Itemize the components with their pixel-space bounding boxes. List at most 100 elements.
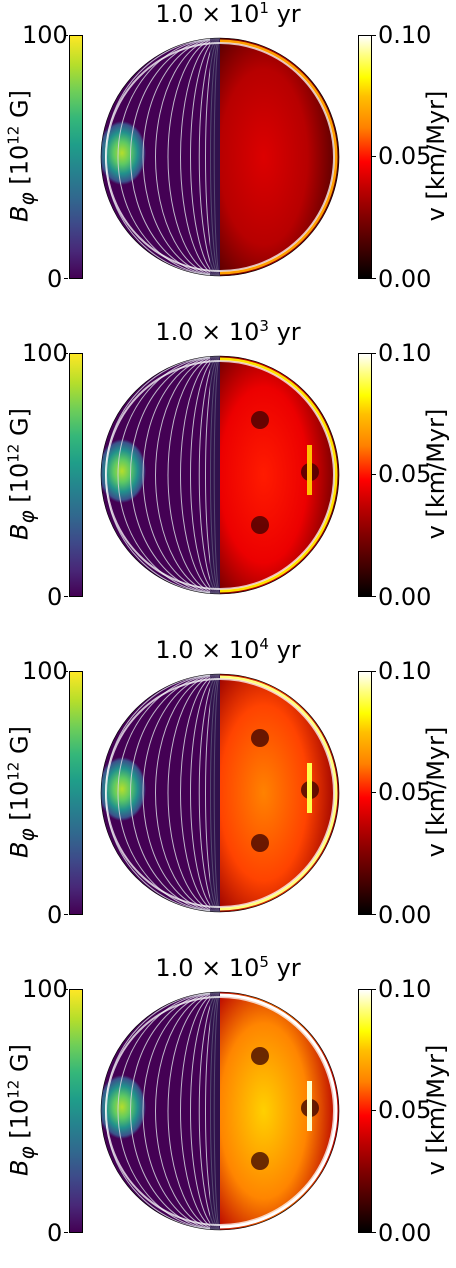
left-label-pre: [10 <box>5 780 34 829</box>
tick-mark <box>372 671 376 672</box>
field-line <box>130 674 220 912</box>
right-tick-mid: 0.05 <box>378 1096 432 1124</box>
left-label-main: B <box>5 205 34 222</box>
field-line <box>198 38 220 276</box>
title-unit: yr <box>268 318 301 346</box>
right-tick-max: 0.10 <box>378 975 432 1003</box>
right-tick-mid: 0.05 <box>378 778 432 806</box>
right-tick-mid: 0.05 <box>378 460 432 488</box>
field-line <box>198 674 220 912</box>
velocity-minimum <box>251 1047 269 1065</box>
tick-mark <box>372 989 376 990</box>
title-exponent: 1 <box>259 0 269 17</box>
left-tick-min: 0 <box>47 265 63 293</box>
left-label-pre: [10 <box>5 1098 34 1147</box>
left-tick-max: 100 <box>22 339 68 367</box>
right-colorbar-label: v [km/Myr] <box>422 408 450 540</box>
axis-band <box>210 992 220 1230</box>
title-exponent: 3 <box>259 317 269 335</box>
star-outline <box>100 37 340 277</box>
right-colorbar-label: v [km/Myr] <box>422 1044 450 1176</box>
axis-band <box>210 356 220 594</box>
tick-mark <box>64 353 68 354</box>
crust-boundary <box>105 42 335 272</box>
crust-ring <box>220 39 338 275</box>
left-label-pre: [10 <box>5 144 34 193</box>
right-tick-min: 0.00 <box>378 1219 432 1247</box>
tick-mark <box>372 278 376 279</box>
panel: 1.0 × 105 yr Bφ [1012 G] 100 0 0.10 0.05… <box>0 954 456 1268</box>
left-label-sub: φ <box>14 192 39 206</box>
title-unit: yr <box>268 954 301 982</box>
field-line <box>142 356 220 594</box>
right-colorbar-label: v [km/Myr] <box>422 90 450 222</box>
right-tick-max: 0.10 <box>378 339 432 367</box>
left-tick-min: 0 <box>47 901 63 929</box>
velocity-field <box>220 356 339 594</box>
title-mantissa: 1.0 × 10 <box>155 0 260 28</box>
left-tick-min: 0 <box>47 583 63 611</box>
tick-mark <box>64 596 68 597</box>
title-mantissa: 1.0 × 10 <box>155 954 260 982</box>
panel-title: 1.0 × 105 yr <box>0 954 456 982</box>
field-line <box>117 38 220 276</box>
right-tick-min: 0.00 <box>378 901 432 929</box>
velocity-minimum <box>251 834 269 852</box>
field-line <box>155 356 220 594</box>
velocity-colorbar <box>358 35 372 279</box>
tick-mark <box>64 1232 68 1233</box>
right-tick-min: 0.00 <box>378 583 432 611</box>
field-line <box>180 674 220 912</box>
title-mantissa: 1.0 × 10 <box>155 318 260 346</box>
panel: 1.0 × 101 yr Bφ [1012 G] 100 0 0.10 0.05… <box>0 0 456 314</box>
field-line <box>167 674 220 912</box>
tick-mark <box>372 156 376 157</box>
field-line <box>155 992 220 1230</box>
tick-mark <box>372 1110 376 1111</box>
title-exponent: 5 <box>259 953 269 971</box>
velocity-streak <box>307 1081 312 1131</box>
left-label-main: B <box>5 1159 34 1176</box>
left-label-exp: 12 <box>4 125 23 145</box>
velocity-colorbar <box>358 671 372 915</box>
field-line <box>167 356 220 594</box>
left-colorbar-label: Bφ [1012 G] <box>4 90 39 222</box>
field-line <box>142 992 220 1230</box>
right-tick-max: 0.10 <box>378 21 432 49</box>
tick-mark <box>64 671 68 672</box>
field-line <box>190 992 220 1230</box>
crust-ring <box>220 675 338 911</box>
field-line <box>190 674 220 912</box>
field-line <box>198 356 220 594</box>
velocity-field <box>220 992 339 1230</box>
star-cross-section <box>100 991 340 1231</box>
crust-boundary <box>105 678 335 908</box>
left-tick-min: 0 <box>47 1219 63 1247</box>
field-line <box>142 38 220 276</box>
left-label-exp: 12 <box>4 1079 23 1099</box>
field-line <box>205 992 220 1230</box>
velocity-streak <box>307 445 312 495</box>
left-label-main: B <box>5 841 34 858</box>
left-tick-max: 100 <box>22 657 68 685</box>
left-tick-max: 100 <box>22 975 68 1003</box>
tick-mark <box>64 989 68 990</box>
field-line <box>130 992 220 1230</box>
star-outline <box>100 355 340 595</box>
velocity-minimum <box>251 729 269 747</box>
field-line <box>117 674 220 912</box>
velocity-colorbar <box>358 989 372 1233</box>
tick-mark <box>372 353 376 354</box>
left-colorbar-label: Bφ [1012 G] <box>5 408 39 540</box>
toroidal-field-blob <box>101 1075 146 1139</box>
left-colorbar-label: Bφ [1012 G] <box>5 726 39 858</box>
field-line <box>167 992 220 1230</box>
tick-mark <box>372 792 376 793</box>
velocity-minimum <box>251 1152 269 1170</box>
field-line <box>198 992 220 1230</box>
star-outline <box>100 673 340 913</box>
field-line <box>205 38 220 276</box>
left-label-pre: [10 <box>5 462 34 511</box>
field-line <box>180 356 220 594</box>
field-line <box>117 992 220 1230</box>
